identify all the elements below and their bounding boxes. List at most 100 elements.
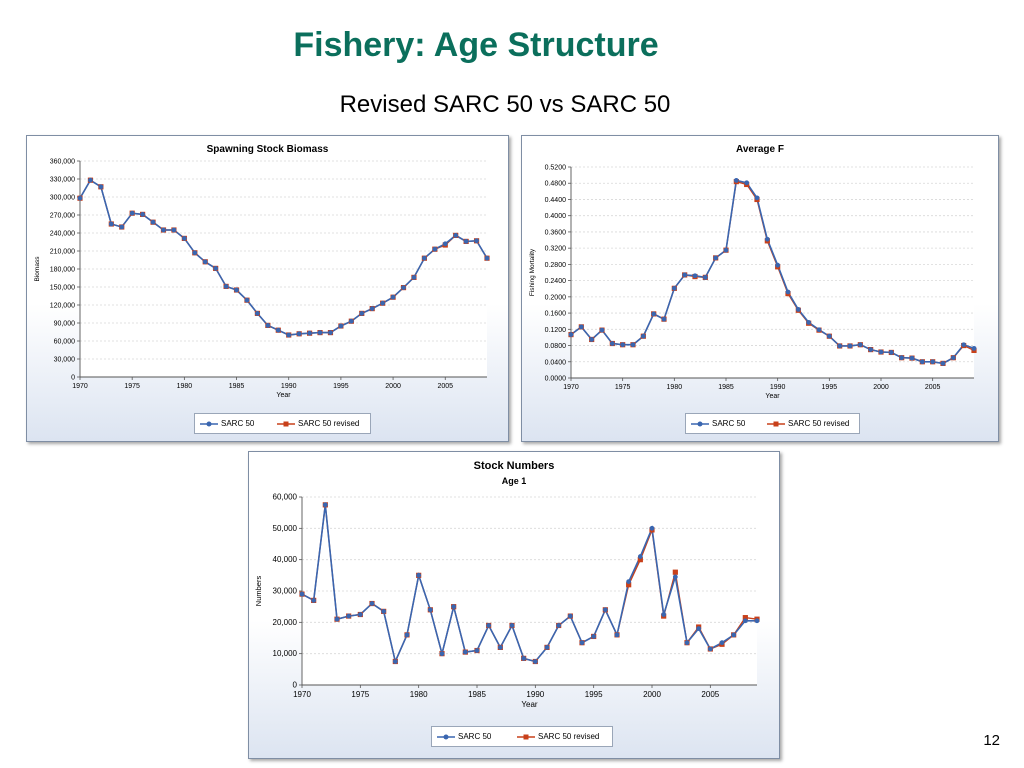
ssb-ytick-label: 120,000 — [50, 303, 75, 310]
f-xtick-label: 1980 — [667, 384, 683, 391]
ssb-sarc-50-point — [255, 311, 260, 316]
f-sarc-50-point — [961, 342, 967, 348]
numbers-sarc-50-revised-point — [626, 582, 632, 588]
f-sarc-50-point — [651, 311, 657, 317]
numbers-chart-title: Stock Numbers — [474, 460, 555, 472]
ssb-ytick-label: 90,000 — [54, 321, 76, 328]
f-xtick-label: 1995 — [822, 384, 838, 391]
f-sarc-50-point — [868, 347, 874, 352]
ssb-sarc-50-point — [463, 239, 469, 244]
numbers-legend: SARC 50 SARC 50 revised — [431, 726, 613, 747]
f-sarc-50-point — [609, 341, 615, 346]
f-sarc-50-point — [671, 285, 677, 291]
f-sarc-50-line — [570, 179, 975, 365]
f-sarc-50-point — [754, 195, 760, 201]
ssb-ytick-label: 30,000 — [54, 357, 76, 364]
f-sarc-50-point — [713, 255, 719, 261]
legend-swatch-sarc-50 — [691, 421, 709, 426]
numbers-sarc-50-point — [544, 645, 550, 650]
f-sarc-50-point — [661, 316, 667, 322]
numbers-sarc-50-point — [754, 618, 760, 624]
numbers-sarc-50-point — [661, 612, 667, 617]
f-ytick-label: 0.4400 — [545, 197, 567, 204]
f-sarc-50-point — [899, 355, 905, 361]
numbers-x-axis-label: Year — [521, 700, 538, 709]
ssb-sarc-50-point — [108, 221, 114, 227]
ssb-ytick-label: 180,000 — [50, 267, 75, 274]
ssb-x-axis-label: Year — [276, 392, 291, 399]
ssb-sarc-50-point — [484, 255, 490, 261]
ssb-sarc-50-point — [474, 238, 479, 244]
legend-swatch-sarc-50-revised — [277, 421, 295, 426]
f-ytick-label: 0.0800 — [545, 343, 567, 350]
f-ytick-label: 0.3200 — [545, 246, 567, 253]
f-ytick-label: 0.1600 — [545, 311, 567, 318]
legend-item-sarc-50: SARC 50 — [437, 727, 491, 746]
numbers-sarc-50-point — [357, 612, 363, 617]
ssb-xtick-label: 1975 — [124, 383, 140, 390]
f-xtick-label: 1975 — [615, 384, 631, 391]
ssb-sarc-50-point — [244, 297, 250, 303]
slide-subtitle: Revised SARC 50 vs SARC 50 — [339, 91, 671, 118]
f-sarc-50-point — [919, 359, 925, 365]
numbers-sarc-50-revised-point — [742, 615, 748, 621]
numbers-sarc-50-point — [731, 632, 737, 638]
numbers-ytick-label: 60,000 — [273, 493, 298, 502]
numbers-xtick-label: 2000 — [643, 690, 661, 699]
ssb-sarc-50-point — [432, 246, 438, 252]
ssb-xtick-label: 1980 — [177, 383, 193, 390]
numbers-sarc-50-point — [567, 613, 573, 619]
numbers-sarc-50-point — [742, 618, 748, 624]
ssb-sarc-50-point — [411, 275, 417, 280]
f-chart-title: Average F — [736, 144, 784, 155]
f-ytick-label: 0.0400 — [545, 359, 567, 366]
ssb-sarc-50-point — [390, 294, 396, 300]
f-sarc-50-point — [785, 289, 791, 295]
f-xtick-label: 1970 — [563, 384, 579, 391]
numbers-sarc-50-point — [637, 554, 643, 559]
numbers-plot-area — [302, 497, 757, 685]
f-sarc-50-point — [764, 236, 770, 242]
average-f-chart: Average F 0.0000 0.0400 0.0800 0.1200 0.1600 0… — [521, 135, 999, 442]
ssb-ytick-label: 210,000 — [50, 249, 75, 256]
f-sarc-50-point — [826, 333, 832, 339]
numbers-xtick-label: 1970 — [293, 690, 311, 699]
ssb-sarc-50-point — [88, 177, 93, 183]
ssb-sarc-50-point — [192, 250, 198, 256]
stock-numbers-chart: Stock Numbers Age 1 0 10,000 20,000 30,000 40,… — [248, 451, 780, 759]
numbers-sarc-50-point — [672, 574, 678, 580]
numbers-sarc-50-point — [626, 579, 632, 584]
ssb-xtick-label: 1990 — [281, 383, 297, 390]
f-x-axis-label: Year — [765, 393, 780, 400]
numbers-sarc-50-point — [322, 502, 328, 508]
ssb-sarc-50-point — [181, 236, 187, 241]
f-ytick-label: 0.1200 — [545, 327, 567, 334]
legend-swatch-sarc-50 — [200, 421, 218, 426]
legend-item-sarc-50-revised: SARC 50 revised — [517, 727, 599, 746]
ssb-ytick-label: 360,000 — [50, 159, 75, 166]
f-sarc-50-point — [620, 342, 626, 348]
f-sarc-50-point — [837, 343, 843, 349]
numbers-ytick-label: 50,000 — [273, 524, 298, 533]
numbers-sarc-50-point — [427, 607, 433, 613]
legend-swatch-sarc-50 — [437, 734, 455, 739]
numbers-sarc-50-point — [486, 623, 492, 628]
f-sarc-50-point — [682, 272, 688, 278]
f-sarc-50-point — [692, 273, 698, 279]
ssb-ytick-label: 60,000 — [54, 339, 76, 346]
f-sarc-50-point — [599, 327, 605, 333]
ssb-sarc-50-point — [202, 259, 208, 265]
numbers-svg: Stock Numbers Age 1 0 10,000 20,000 30,000 40,… — [254, 460, 760, 709]
legend-label: SARC 50 revised — [298, 419, 360, 428]
ssb-sarc-50-point — [265, 323, 271, 328]
f-ytick-label: 0.2000 — [545, 294, 567, 301]
f-ytick-label: 0.3600 — [545, 229, 567, 236]
ssb-sarc-50-point — [359, 311, 365, 316]
ssb-sarc-50-point — [421, 255, 427, 261]
legend-label: SARC 50 revised — [538, 732, 600, 741]
ssb-xtick-label: 2005 — [437, 383, 453, 390]
numbers-sarc-50-point — [416, 572, 422, 578]
numbers-sarc-50-point — [439, 651, 445, 657]
numbers-chart-subtitle: Age 1 — [502, 476, 527, 486]
ssb-y-axis-label: Biomass — [34, 256, 41, 282]
